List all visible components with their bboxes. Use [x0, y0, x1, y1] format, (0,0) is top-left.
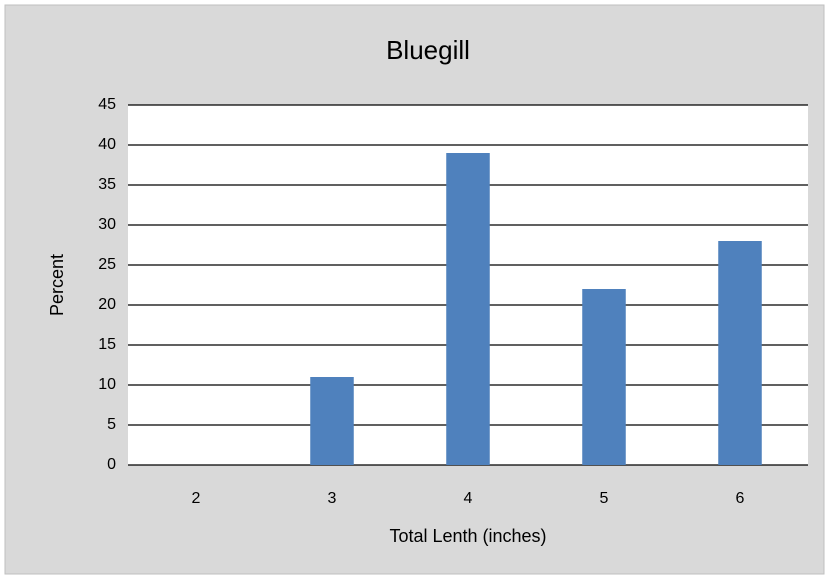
y-tick-label: 5 — [107, 416, 116, 433]
bar — [446, 153, 490, 465]
x-tick-label: 2 — [192, 490, 201, 507]
y-axis-title: Percent — [47, 254, 67, 316]
chart-title: Bluegill — [386, 35, 470, 65]
x-tick-label: 4 — [464, 490, 473, 507]
y-tick-label: 0 — [107, 456, 116, 473]
y-tick-label: 30 — [98, 216, 116, 233]
y-tick-label: 35 — [98, 176, 116, 193]
y-tick-label: 15 — [98, 336, 116, 353]
bar — [310, 377, 354, 465]
bar — [582, 289, 626, 465]
y-tick-label: 45 — [98, 96, 116, 113]
bar — [718, 241, 762, 465]
y-tick-label: 25 — [98, 256, 116, 273]
x-axis-title: Total Lenth (inches) — [389, 526, 546, 546]
y-tick-label: 10 — [98, 376, 116, 393]
x-tick-label: 5 — [600, 490, 609, 507]
x-tick-label: 3 — [328, 490, 337, 507]
x-tick-label: 6 — [736, 490, 745, 507]
y-tick-label: 40 — [98, 136, 116, 153]
y-tick-label: 20 — [98, 296, 116, 313]
